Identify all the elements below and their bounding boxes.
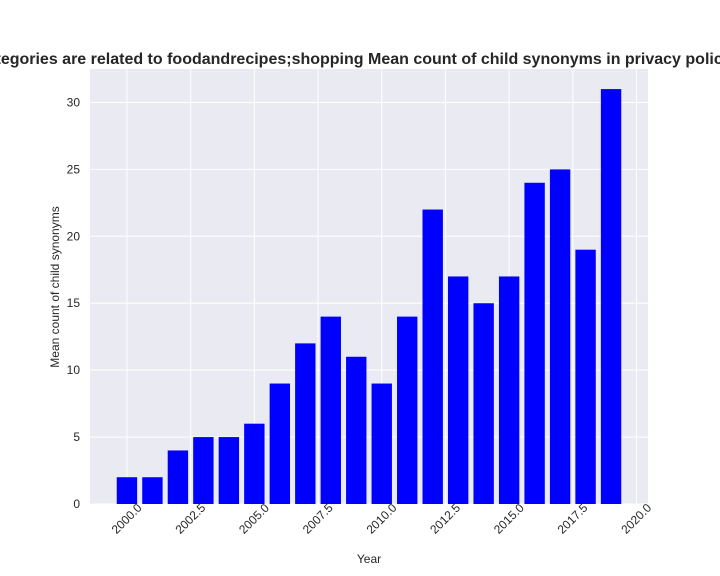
chart-title: Categories are related to foodandrecipes… — [0, 51, 720, 68]
bar — [447, 276, 469, 504]
x-tick-label: 2017.5 — [555, 501, 591, 537]
y-tick-label: 30 — [67, 95, 81, 109]
y-axis-label: Mean count of child synonyms — [48, 206, 62, 367]
y-tick-label: 10 — [67, 363, 81, 377]
y-tick-label: 0 — [73, 497, 80, 511]
bar — [498, 276, 520, 504]
x-tick-labels: 2000.0 2002.5 2005.0 2007.5 2010.0 2012.5 2015… — [109, 501, 655, 537]
x-tick-label: 2005.0 — [236, 501, 272, 537]
y-tick-labels: 0 5 10 15 20 25 30 — [67, 95, 81, 511]
y-tick-label: 15 — [67, 296, 81, 310]
bar — [167, 450, 189, 504]
bar — [320, 316, 341, 504]
x-tick-label: 2020.0 — [618, 501, 654, 537]
bar — [600, 89, 622, 505]
x-axis-label: Year — [357, 552, 381, 566]
bar — [142, 477, 163, 504]
bar — [218, 437, 240, 504]
x-tick-label: 2015.0 — [491, 501, 527, 537]
bar — [269, 383, 291, 504]
y-tick-label: 25 — [67, 162, 81, 176]
bar — [524, 182, 545, 504]
y-tick-label: 5 — [73, 430, 80, 444]
bars — [116, 89, 622, 505]
bar — [346, 356, 367, 504]
x-tick-label: 2010.0 — [364, 501, 400, 537]
x-tick-label: 2000.0 — [109, 501, 145, 537]
y-tick-label: 20 — [67, 229, 81, 243]
bar — [397, 316, 418, 504]
bar — [422, 209, 443, 505]
bar — [244, 423, 265, 504]
bar — [473, 303, 494, 504]
x-tick-label: 2012.5 — [427, 501, 463, 537]
bar — [295, 343, 316, 504]
bar — [116, 477, 138, 504]
x-tick-label: 2002.5 — [172, 501, 208, 537]
bar — [193, 437, 214, 504]
bar — [371, 383, 392, 504]
bar — [575, 249, 596, 504]
x-tick-label: 2007.5 — [300, 501, 336, 537]
bar — [549, 169, 571, 504]
